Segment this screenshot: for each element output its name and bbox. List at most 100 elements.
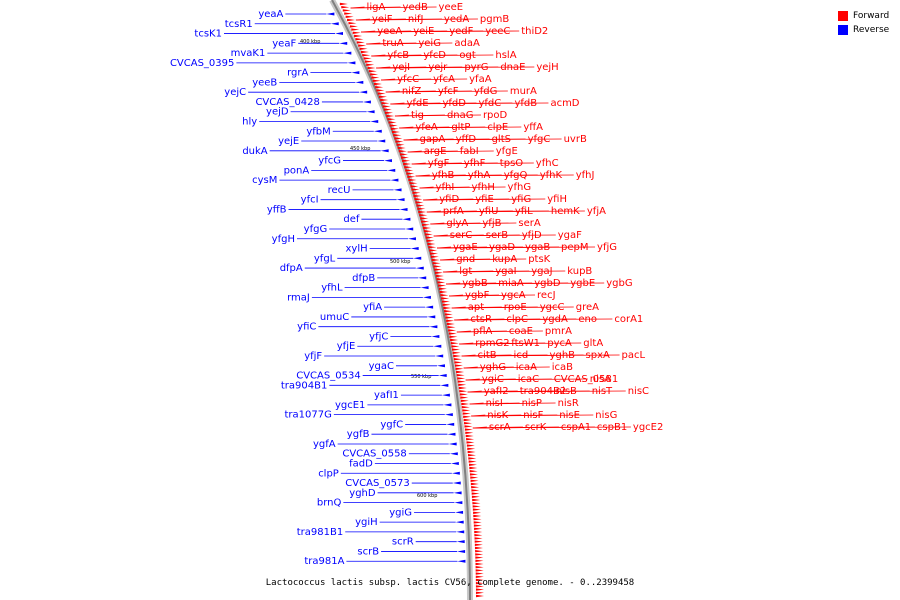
forward-gene-mark: [471, 495, 480, 498]
forward-gene-label: nifZ: [402, 86, 422, 97]
forward-gene-mark: [375, 86, 384, 89]
reverse-gene-label: rmaJ: [287, 292, 310, 303]
forward-gene-label: thiD2: [521, 26, 548, 37]
forward-gene-label: apt: [468, 302, 484, 313]
forward-connector: [456, 330, 543, 333]
forward-gene-mark: [469, 470, 478, 473]
forward-gene-mark: [465, 431, 474, 434]
forward-connector: [449, 294, 536, 297]
forward-gene-label: yfdC: [478, 98, 501, 109]
forward-gene-label: ygaE: [453, 242, 478, 253]
forward-gene-label: truA: [382, 38, 403, 49]
reverse-gene-mark: [362, 100, 371, 104]
forward-gene-mark: [402, 159, 411, 162]
forward-gene-mark: [339, 2, 348, 6]
reverse-gene-mark: [440, 383, 449, 387]
forward-strand-track: [339, 2, 484, 598]
forward-gene-mark: [403, 162, 412, 166]
forward-gene-label: nisG: [595, 410, 617, 421]
forward-gene-label: yfhH: [472, 182, 495, 193]
forward-connector: [426, 210, 585, 213]
forward-gene-labels: ligA yedB yeeE yeiF nifJ yedA pgmB yeeA yeiE yedF…: [367, 2, 664, 433]
forward-gene-label: yfhK: [540, 170, 563, 181]
reverse-gene-mark: [449, 452, 458, 456]
reverse-gene-mark: [405, 227, 414, 231]
forward-gene-mark: [454, 361, 463, 364]
reverse-gene-label: xylH: [346, 244, 368, 255]
forward-gene-mark: [390, 127, 399, 130]
reverse-gene-mark: [418, 276, 427, 280]
forward-gene-mark: [472, 508, 481, 511]
forward-gene-mark: [453, 358, 462, 361]
forward-connector: [454, 318, 613, 321]
reverse-gene-label: yfhL: [321, 283, 343, 294]
reverse-gene-label: tra904B1: [281, 380, 327, 391]
reverse-gene-mark: [450, 462, 459, 466]
forward-gene-mark: [426, 239, 435, 242]
forward-gene-mark: [438, 287, 447, 290]
forward-gene-mark: [389, 124, 398, 127]
forward-gene-label: yghG: [480, 362, 506, 373]
forward-gene-label: cspB1: [597, 422, 627, 433]
forward-gene-label: uvrB: [564, 134, 587, 145]
forward-gene-mark: [464, 425, 473, 428]
forward-gene-mark: [341, 6, 350, 9]
forward-connector: [465, 378, 588, 381]
forward-gene-label: lgt: [459, 266, 472, 277]
forward-connector: [471, 414, 594, 417]
forward-gene-mark: [452, 351, 461, 354]
forward-gene-mark: [385, 111, 394, 114]
forward-gene-mark: [467, 447, 476, 450]
forward-gene-label: yfhF: [464, 158, 486, 169]
reverse-gene-mark: [456, 540, 465, 544]
forward-gene-label: ogt: [459, 50, 475, 61]
reverse-gene-label: yfgG: [304, 224, 328, 235]
reverse-gene-mark: [343, 51, 352, 55]
reverse-gene-mark: [453, 491, 462, 495]
forward-gene-mark: [475, 572, 484, 575]
reverse-gene-label: yeaF: [272, 38, 296, 49]
forward-gene-mark: [475, 594, 484, 598]
tick-label: 400 kbp: [300, 39, 320, 45]
forward-gene-mark: [462, 412, 471, 415]
forward-gene-label: serC: [450, 230, 472, 241]
forward-gene-label: yeeA: [377, 26, 402, 37]
forward-gene-label: nisF: [523, 410, 543, 421]
forward-gene-label: ftsW1: [511, 338, 540, 349]
forward-gene-label: nisP: [522, 398, 542, 409]
forward-gene-mark: [466, 441, 475, 444]
reverse-gene-mark: [370, 119, 379, 123]
forward-gene-label: pepM: [561, 242, 588, 253]
forward-gene-mark: [474, 527, 483, 530]
forward-gene-mark: [471, 492, 480, 495]
forward-gene-mark: [382, 105, 391, 108]
forward-connector: [394, 114, 481, 117]
forward-gene-mark: [354, 34, 363, 38]
forward-gene-mark: [446, 322, 455, 326]
forward-gene-mark: [445, 316, 454, 319]
forward-gene-label: pacL: [622, 350, 646, 361]
forward-gene-label: tpsO: [500, 158, 523, 169]
forward-gene-mark: [359, 47, 368, 50]
backbone-line: [331, 0, 471, 600]
forward-gene-mark: [432, 262, 441, 265]
forward-gene-mark: [467, 450, 476, 454]
forward-gene-mark: [380, 98, 389, 102]
reverse-gene-mark: [455, 520, 464, 524]
forward-gene-mark: [453, 354, 462, 358]
reverse-gene-mark: [444, 413, 453, 417]
forward-connector: [350, 6, 437, 9]
forward-connector: [376, 66, 535, 69]
forward-connector: [361, 30, 520, 33]
forward-gene-mark: [416, 204, 425, 207]
forward-gene-mark: [355, 38, 364, 41]
forward-gene-label: pflA: [473, 326, 493, 337]
forward-gene-mark: [415, 201, 424, 204]
forward-gene-label: ygaF: [558, 230, 582, 241]
forward-gene-mark: [373, 82, 382, 86]
forward-gene-label: yfhC: [536, 158, 559, 169]
forward-gene-mark: [464, 428, 473, 431]
forward-gene-label: adaA: [454, 38, 480, 49]
forward-gene-mark: [367, 66, 376, 70]
